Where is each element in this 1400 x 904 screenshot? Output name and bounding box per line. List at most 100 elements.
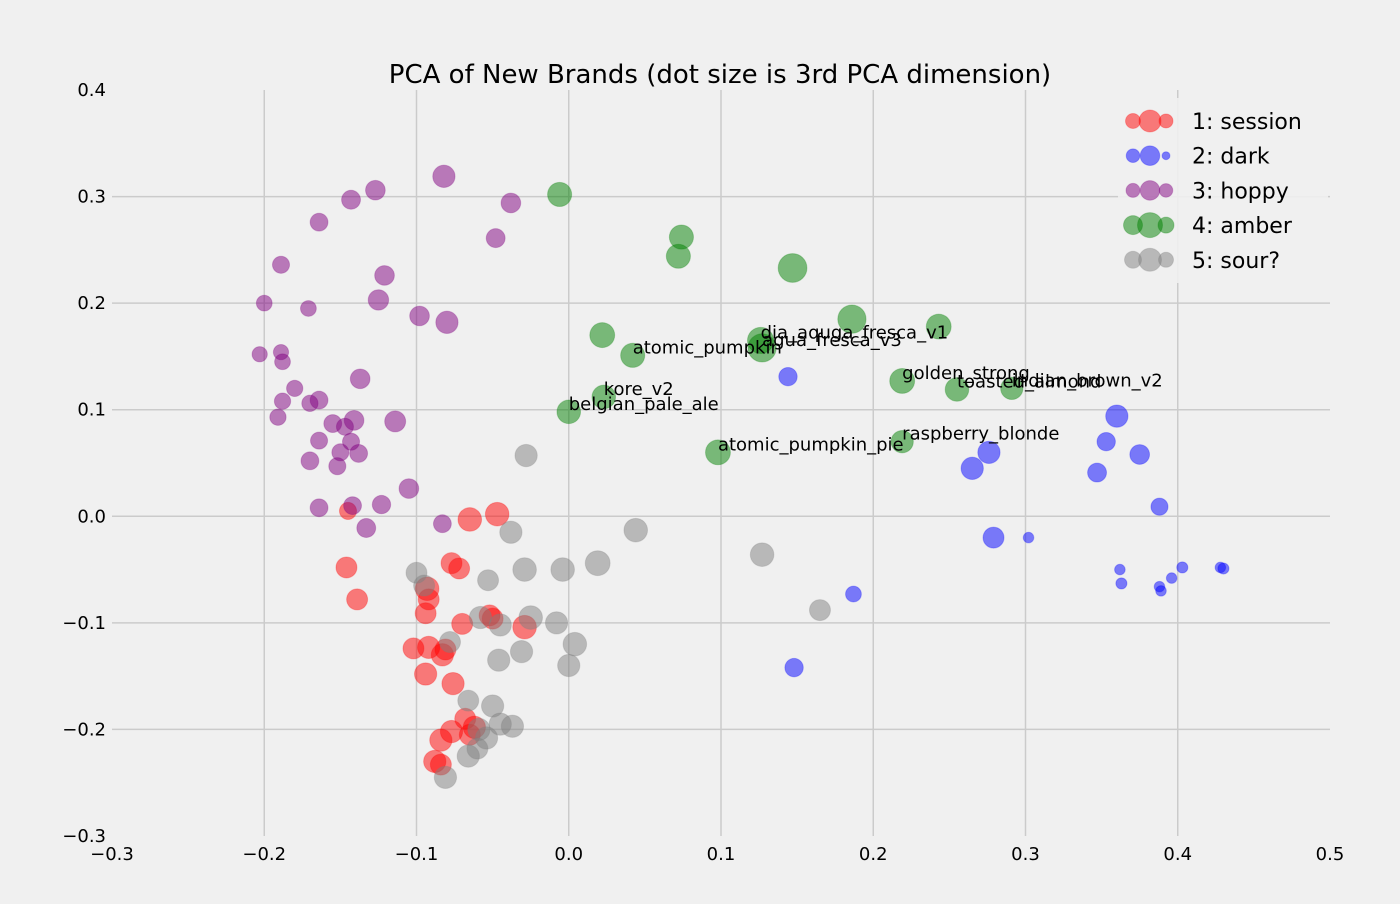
data-point bbox=[343, 496, 362, 516]
data-point bbox=[346, 588, 369, 611]
data-point bbox=[1165, 572, 1178, 584]
data-point bbox=[547, 181, 573, 208]
data-point bbox=[584, 550, 611, 577]
data-point bbox=[433, 765, 458, 790]
data-point bbox=[889, 367, 916, 394]
point-labels: dia_aquga_fresca_v1agua_fresca_v3atomic_… bbox=[569, 322, 1163, 455]
data-point bbox=[557, 653, 581, 678]
data-point bbox=[349, 443, 369, 463]
data-point bbox=[1176, 561, 1189, 574]
data-point bbox=[429, 728, 453, 752]
data-point bbox=[413, 574, 436, 597]
legend-marker bbox=[1139, 145, 1161, 166]
data-point bbox=[374, 265, 395, 286]
x-tick-label: 0.0 bbox=[554, 844, 583, 865]
data-point bbox=[343, 410, 365, 431]
y-tick-label: 0.4 bbox=[77, 80, 106, 101]
data-points bbox=[251, 164, 1230, 790]
data-point bbox=[1096, 431, 1116, 452]
point-label: toasted_almond bbox=[957, 371, 1101, 392]
x-tick-label: 0.3 bbox=[1011, 844, 1040, 865]
legend-marker bbox=[1157, 216, 1175, 234]
data-point bbox=[589, 322, 616, 349]
x-tick-label: −0.3 bbox=[90, 844, 134, 865]
data-point bbox=[620, 342, 646, 368]
data-point bbox=[367, 289, 390, 311]
point-label: atomic_pumpkin bbox=[633, 337, 782, 358]
y-tick-label: 0.1 bbox=[77, 400, 106, 421]
y-tick-label: −0.1 bbox=[62, 613, 106, 634]
data-point bbox=[749, 542, 775, 567]
data-point bbox=[556, 399, 582, 425]
data-point bbox=[300, 451, 320, 471]
data-point bbox=[487, 648, 511, 672]
data-point bbox=[808, 599, 831, 622]
legend-entry: 2: dark bbox=[1125, 145, 1270, 170]
series-5 bbox=[405, 443, 831, 790]
legend-label: 1: session bbox=[1192, 110, 1302, 135]
data-point bbox=[784, 657, 804, 678]
data-point bbox=[514, 443, 538, 468]
legend-entry: 4: amber bbox=[1123, 212, 1293, 239]
series-2 bbox=[778, 366, 1230, 678]
legend-marker bbox=[1161, 151, 1171, 161]
data-point bbox=[398, 478, 420, 499]
legend-entry: 3: hoppy bbox=[1125, 179, 1289, 204]
legend: 1: session 2: dark 3: hoppy 4: amber 5: sour… bbox=[1118, 98, 1328, 283]
data-point bbox=[778, 366, 798, 387]
data-point bbox=[837, 304, 867, 334]
legend-marker bbox=[1125, 182, 1141, 198]
data-point bbox=[273, 392, 292, 410]
x-tick-label: 0.5 bbox=[1316, 844, 1345, 865]
data-point bbox=[845, 585, 862, 603]
data-point bbox=[484, 501, 510, 527]
data-point bbox=[438, 631, 461, 654]
data-point bbox=[562, 631, 588, 657]
data-point bbox=[1022, 531, 1035, 544]
data-point bbox=[1000, 376, 1024, 401]
y-tick-label: 0.0 bbox=[77, 506, 106, 527]
point-label: raspberry_blonde bbox=[902, 424, 1059, 445]
data-point bbox=[341, 189, 361, 210]
point-label: agua_fresca_v3 bbox=[762, 330, 902, 351]
data-point bbox=[328, 457, 347, 476]
data-point bbox=[747, 333, 777, 363]
data-point bbox=[371, 494, 392, 515]
point-label: indian_brown_v2 bbox=[1012, 370, 1163, 391]
data-point bbox=[982, 526, 1005, 549]
data-point bbox=[477, 569, 500, 592]
data-point bbox=[550, 557, 575, 582]
data-point bbox=[500, 192, 522, 214]
data-point bbox=[432, 514, 452, 534]
data-point bbox=[457, 689, 480, 712]
data-point bbox=[255, 294, 273, 312]
data-point bbox=[468, 605, 493, 630]
data-point bbox=[1105, 404, 1129, 428]
y-tick-label: −0.2 bbox=[62, 719, 106, 740]
legend-label: 4: amber bbox=[1192, 214, 1293, 239]
legend-marker bbox=[1158, 183, 1174, 198]
series-3 bbox=[251, 164, 522, 538]
data-point bbox=[1129, 444, 1151, 465]
data-point bbox=[925, 313, 952, 340]
legend-label: 2: dark bbox=[1192, 145, 1270, 170]
data-point bbox=[488, 613, 512, 637]
data-point bbox=[349, 368, 371, 390]
data-point bbox=[1114, 563, 1126, 576]
data-point bbox=[591, 384, 617, 410]
y-tick-label: 0.2 bbox=[77, 293, 106, 314]
y-tick-label: 0.3 bbox=[77, 187, 106, 208]
point-label: dia_aquga_fresca_v1 bbox=[761, 322, 949, 343]
legend-marker bbox=[1158, 113, 1174, 129]
data-point bbox=[665, 243, 691, 269]
data-point bbox=[1217, 562, 1230, 575]
data-point bbox=[890, 430, 914, 454]
data-point bbox=[271, 255, 291, 274]
x-tick-label: −0.1 bbox=[395, 844, 439, 865]
data-point bbox=[485, 228, 506, 249]
data-point bbox=[309, 212, 329, 232]
data-point bbox=[1087, 462, 1108, 483]
point-label: atomic_pumpkin_pie bbox=[718, 434, 904, 455]
data-point bbox=[512, 557, 537, 582]
